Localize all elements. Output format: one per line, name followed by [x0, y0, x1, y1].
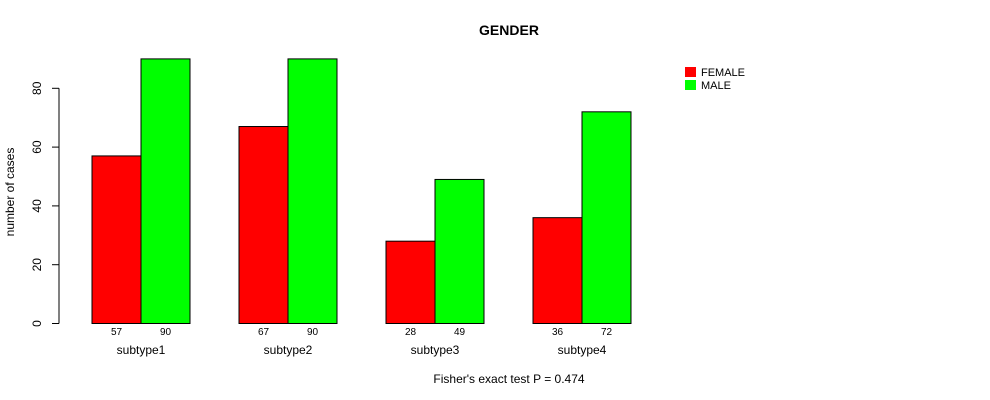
bar-subtype3-female: [385, 240, 436, 324]
bar-count-label: 90: [307, 327, 319, 338]
y-tick-label: 60: [30, 140, 44, 154]
bar-count-label: 36: [552, 327, 564, 338]
bar-count-label: 49: [454, 327, 466, 338]
y-axis-label: number of cases: [3, 148, 17, 237]
legend-swatch-male: [685, 80, 696, 90]
bar-subtype2-female: [238, 126, 289, 324]
y-axis: 0 20 40 60 80: [30, 81, 60, 327]
chart-subtitle: Fisher's exact test P = 0.474: [433, 372, 584, 386]
chart-title: GENDER: [479, 22, 539, 38]
legend-label-male: MALE: [701, 80, 731, 92]
bar-count-label: 67: [258, 327, 270, 338]
legend-swatch-female: [685, 67, 696, 77]
category-label: subtype2: [264, 343, 313, 357]
bar-count-label: 57: [111, 327, 123, 338]
bar-count-label: 72: [601, 327, 613, 338]
category-label: subtype3: [411, 343, 460, 357]
bar-subtype4-female: [532, 217, 583, 324]
y-tick-label: 40: [30, 199, 44, 213]
y-tick-label: 80: [30, 81, 44, 95]
bar-subtype3-male: [434, 178, 485, 324]
category-label: subtype1: [117, 343, 166, 357]
bar-subtype1-female: [91, 155, 142, 324]
bar-subtype4-male: [581, 111, 632, 324]
count-labels: 57 90 67 90 28 49 36 72: [111, 327, 613, 338]
legend-label-female: FEMALE: [701, 67, 745, 79]
bar-count-label: 28: [405, 327, 417, 338]
bar-count-label: 90: [160, 327, 172, 338]
bar-subtype1-male: [140, 58, 191, 325]
bar-subtype2-male: [287, 58, 338, 325]
y-tick-label: 0: [30, 320, 44, 327]
bars: [91, 58, 632, 325]
category-labels: subtype1 subtype2 subtype3 subtype4: [117, 343, 607, 357]
y-tick-label: 20: [30, 258, 44, 272]
category-label: subtype4: [558, 343, 607, 357]
